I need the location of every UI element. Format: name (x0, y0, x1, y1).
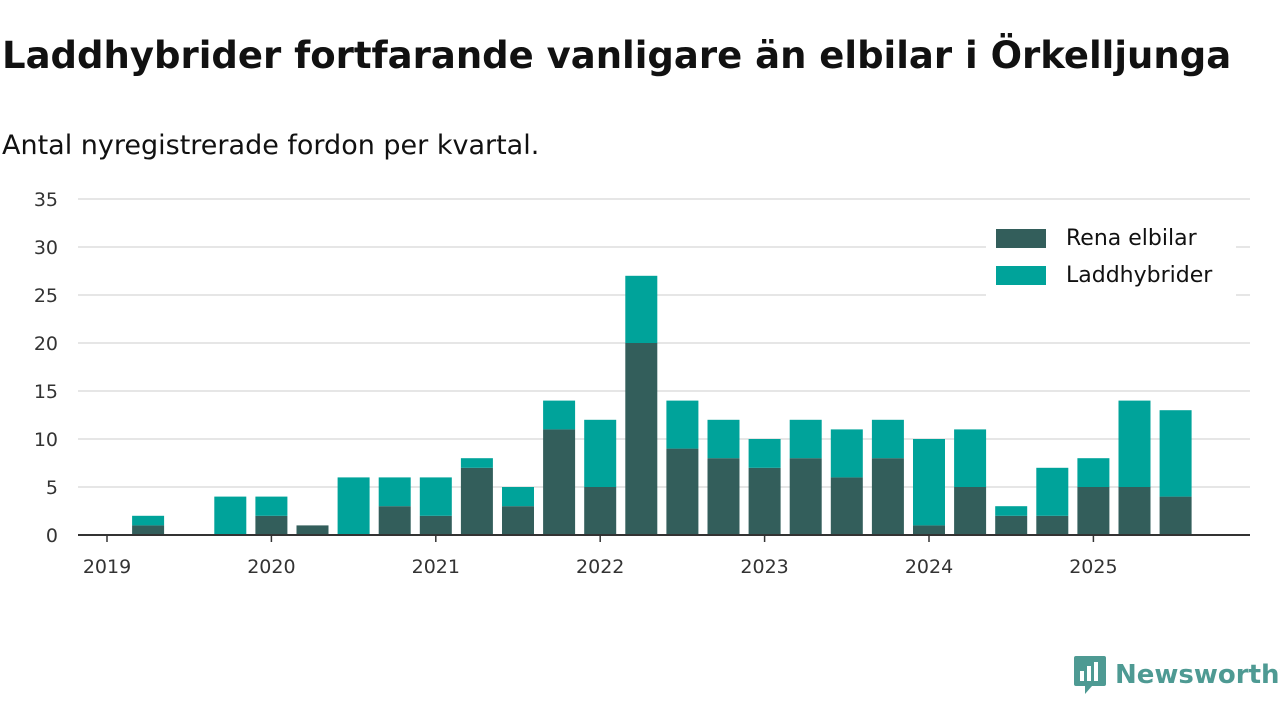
y-tick-label: 15 (34, 381, 58, 403)
bar-elbilar-2019-Q2 (132, 525, 165, 535)
bar-elbilar-2022-Q1 (584, 487, 617, 535)
y-tick-label: 0 (46, 525, 58, 547)
x-tick-label: 2021 (412, 556, 460, 578)
bar-elbilar-2021-Q4 (543, 429, 576, 535)
chart-subtitle: Antal nyregistrerade fordon per kvartal. (2, 130, 540, 161)
y-tick-label: 5 (46, 477, 58, 499)
x-tick-label: 2022 (576, 556, 624, 578)
brand-name: Newsworthy (1115, 660, 1280, 690)
bar-laddhybrider-2022-Q2 (625, 275, 658, 343)
bar-laddhybrider-2025-Q2 (1118, 400, 1151, 487)
bar-laddhybrider-2020-Q1 (255, 496, 288, 516)
bar-laddhybrider-2025-Q1 (1077, 458, 1110, 487)
bar-laddhybrider-2024-Q2 (954, 429, 987, 487)
bar-elbilar-2022-Q4 (707, 458, 740, 535)
bar-laddhybrider-2019-Q4 (214, 496, 247, 535)
bar-elbilar-2024-Q3 (995, 515, 1028, 535)
bar-elbilar-2020-Q4 (378, 506, 411, 535)
bar-laddhybrider-2020-Q4 (378, 477, 411, 507)
bar-elbilar-2020-Q1 (255, 515, 288, 535)
bar-elbilar-2023-Q1 (748, 467, 781, 535)
legend-swatch-laddhybrider (996, 266, 1046, 285)
bar-elbilar-2025-Q1 (1077, 487, 1110, 535)
bar-elbilar-2025-Q2 (1118, 487, 1151, 535)
newsworthy-logo-icon (1074, 656, 1106, 694)
y-tick-label: 10 (34, 429, 58, 451)
bar-laddhybrider-2019-Q2 (132, 515, 165, 526)
bar-laddhybrider-2023-Q4 (871, 419, 904, 459)
y-tick-label: 35 (34, 189, 58, 211)
bar-laddhybrider-2024-Q3 (995, 506, 1028, 516)
x-tick-label: 2020 (247, 556, 295, 578)
bar-laddhybrider-2021-Q3 (502, 487, 534, 507)
bar-laddhybrider-2021-Q1 (419, 477, 452, 516)
bar-elbilar-2025-Q3 (1159, 496, 1192, 535)
legend-label-laddhybrider: Laddhybrider (1066, 263, 1213, 288)
bar-laddhybrider-2022-Q3 (666, 400, 699, 449)
legend-label-elbilar: Rena elbilar (1066, 226, 1198, 251)
bar-elbilar-2022-Q3 (666, 448, 699, 535)
y-tick-label: 20 (34, 333, 58, 355)
bar-laddhybrider-2024-Q4 (1036, 467, 1069, 516)
bars (132, 275, 1192, 535)
x-tick-label: 2024 (905, 556, 953, 578)
y-tick-label: 25 (34, 285, 58, 307)
bar-laddhybrider-2024-Q1 (913, 439, 945, 526)
legend: Rena elbilar Laddhybrider (986, 217, 1236, 297)
x-tick-label: 2025 (1069, 556, 1117, 578)
bar-elbilar-2024-Q4 (1036, 515, 1069, 535)
bar-elbilar-2021-Q1 (419, 515, 452, 535)
bar-elbilar-2024-Q2 (954, 487, 987, 535)
bar-laddhybrider-2025-Q3 (1159, 410, 1192, 497)
bar-elbilar-2020-Q2 (296, 525, 329, 535)
bar-elbilar-2023-Q3 (830, 477, 863, 535)
y-tick-label: 30 (34, 237, 58, 259)
bar-laddhybrider-2023-Q1 (748, 439, 781, 468)
newsworthy-logo: Newsworthy (1073, 655, 1280, 695)
legend-swatch-elbilar (996, 229, 1046, 248)
bar-elbilar-2021-Q3 (502, 506, 534, 535)
bar-laddhybrider-2021-Q4 (543, 400, 576, 430)
bar-laddhybrider-2021-Q2 (460, 458, 493, 468)
bar-elbilar-2021-Q2 (460, 467, 493, 535)
bar-elbilar-2022-Q2 (625, 343, 658, 535)
bar-laddhybrider-2022-Q1 (584, 419, 617, 487)
bar-elbilar-2024-Q1 (913, 525, 945, 535)
x-tick-label: 2023 (740, 556, 788, 578)
bar-laddhybrider-2022-Q4 (707, 419, 740, 459)
bar-laddhybrider-2023-Q2 (789, 419, 822, 459)
chart-title: Laddhybrider fortfarande vanligare än el… (2, 34, 1232, 77)
bar-laddhybrider-2023-Q3 (830, 429, 863, 478)
bar-laddhybrider-2020-Q3 (337, 477, 370, 535)
bar-elbilar-2023-Q4 (871, 458, 904, 535)
bar-elbilar-2023-Q2 (789, 458, 822, 535)
x-tick-label: 2019 (83, 556, 131, 578)
